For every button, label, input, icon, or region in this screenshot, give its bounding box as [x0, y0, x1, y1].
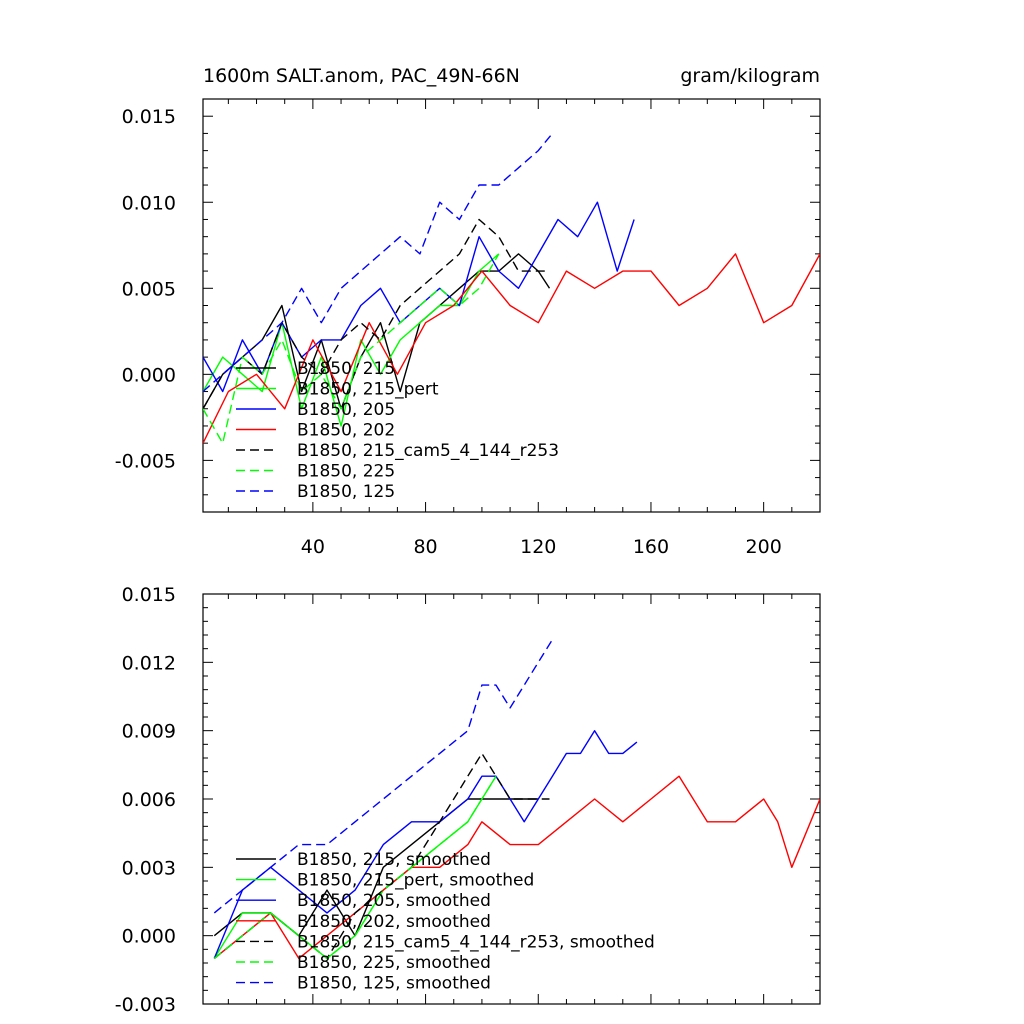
series-line	[213, 775, 820, 960]
y-tick-label: 0.010	[122, 192, 176, 214]
x-tick-label: 40	[301, 536, 325, 558]
bottom-panel: -0.003 0.000 0.003 0.006 0.009 0.012 0.015 B185…	[115, 584, 821, 1016]
legend-label: B1850, 215_pert, smoothed	[297, 871, 534, 891]
series-group	[213, 639, 820, 960]
series-line	[203, 132, 553, 393]
series-line	[213, 730, 638, 959]
legend-label: B1850, 225, smoothed	[297, 953, 491, 973]
y-tick-label: 0.015	[122, 584, 176, 606]
x-tick-label: 120	[520, 536, 556, 558]
legend-label: B1850, 125	[297, 482, 395, 502]
legend-label: B1850, 215	[297, 359, 395, 379]
series-line	[213, 775, 497, 960]
legend-label: B1850, 205, smoothed	[297, 891, 491, 911]
y-tick-label: 0.003	[122, 857, 176, 879]
y-tick-label: 0.005	[122, 278, 176, 300]
legend-label: B1850, 225	[297, 462, 395, 482]
y-tick-label: 0.000	[122, 926, 176, 948]
y-tick-label: 0.000	[122, 364, 176, 386]
y-tick-label: 0.015	[122, 106, 176, 128]
legend-label: B1850, 202, smoothed	[297, 912, 491, 932]
legend-label: B1850, 215_cam5_4_144_r253, smoothed	[297, 932, 655, 952]
series-line	[203, 253, 500, 444]
top-panel-units: gram/kilogram	[680, 65, 820, 87]
x-tick-label: 200	[746, 536, 782, 558]
legend-label: B1850, 125, smoothed	[297, 974, 491, 994]
top-panel-title: 1600m SALT.anom, PAC_49N-66N	[203, 65, 520, 87]
top-panel: 1600m SALT.anom, PAC_49N-66N gram/kilogr…	[115, 65, 821, 558]
legend-label: B1850, 202	[297, 421, 395, 441]
y-tick-label: 0.006	[122, 789, 176, 811]
series-line	[203, 201, 635, 393]
series-group	[203, 132, 820, 444]
y-tick-label: 0.012	[122, 652, 176, 674]
series-line	[203, 253, 820, 444]
y-tick-label: -0.003	[115, 994, 176, 1016]
legend-label: B1850, 215_cam5_4_144_r253	[297, 441, 559, 461]
y-tick-label: -0.005	[115, 450, 176, 472]
legend-label: B1850, 215_pert	[297, 380, 439, 400]
legend-label: B1850, 215, smoothed	[297, 850, 491, 870]
y-tick-label: 0.009	[122, 721, 176, 743]
legend-label: B1850, 205	[297, 400, 395, 420]
x-tick-label: 160	[633, 536, 669, 558]
x-tick-label: 80	[413, 536, 437, 558]
series-line	[213, 639, 553, 914]
